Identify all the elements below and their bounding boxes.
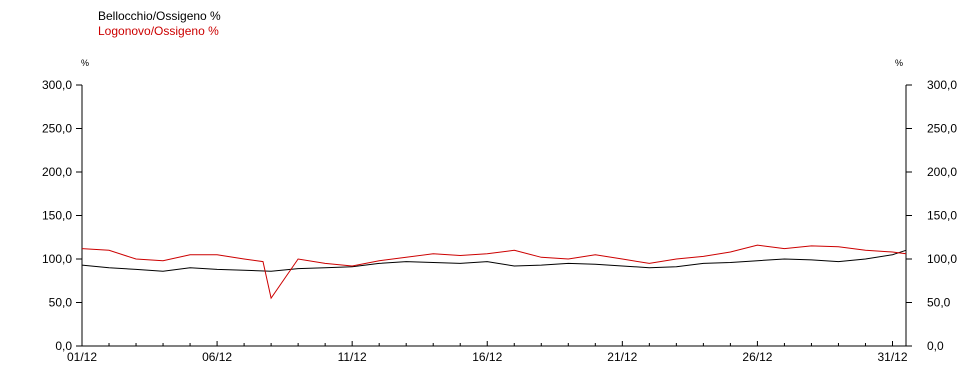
- x-tick-label: 31/12: [877, 350, 907, 364]
- right-y-tick-label: 200,0: [927, 165, 957, 179]
- series-lines: [81, 244, 907, 300]
- x-tick-label: 21/12: [607, 350, 637, 364]
- right-y-tick-label: 100,0: [927, 252, 957, 266]
- right-y-tick-label: 50,0: [927, 296, 951, 310]
- left-y-tick-label: 200,0: [42, 165, 72, 179]
- x-tick-label: 11/12: [338, 350, 367, 364]
- left-y-tick-label: 300,0: [42, 78, 72, 92]
- series-line-bellocchio: [81, 249, 907, 272]
- right-y-tick-label: 0,0: [927, 339, 944, 353]
- x-tick-label: 06/12: [202, 350, 232, 364]
- x-tick-label: 26/12: [742, 350, 772, 364]
- left-y-unit-label: %: [81, 58, 89, 68]
- legend-entry-bellocchio: Bellocchio/Ossigeno %: [98, 9, 221, 23]
- left-y-tick-label: 100,0: [42, 252, 72, 266]
- legend-entry-logonovo: Logonovo/Ossigeno %: [98, 24, 219, 38]
- x-tick-label: 16/12: [472, 350, 502, 364]
- legend: Bellocchio/Ossigeno % Logonovo/Ossigeno …: [98, 9, 221, 39]
- series-line-logonovo: [81, 244, 907, 300]
- axes: [81, 85, 907, 347]
- left-y-tick-label: 150,0: [42, 209, 72, 223]
- x-tick-label: 01/12: [67, 350, 97, 364]
- left-y-tick-label: 0,0: [55, 339, 72, 353]
- right-y-tick-label: 250,0: [927, 122, 957, 136]
- left-y-tick-label: 250,0: [42, 122, 72, 136]
- right-y-tick-label: 150,0: [927, 209, 957, 223]
- ticks: 0,0 0,0 50,0 50,0 100,0 100,0 150,0 150,0 200,0 2…: [42, 78, 957, 364]
- left-y-tick-label: 50,0: [49, 296, 73, 310]
- right-y-unit-label: %: [895, 58, 903, 68]
- right-y-tick-label: 300,0: [927, 78, 957, 92]
